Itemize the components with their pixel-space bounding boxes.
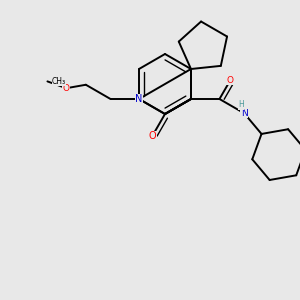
Text: O: O	[63, 84, 70, 93]
Text: CH₃: CH₃	[52, 77, 66, 86]
Text: N: N	[241, 109, 247, 118]
Text: O: O	[227, 76, 234, 85]
Text: H: H	[238, 100, 244, 109]
Text: O: O	[148, 131, 156, 141]
Text: N: N	[135, 94, 143, 104]
